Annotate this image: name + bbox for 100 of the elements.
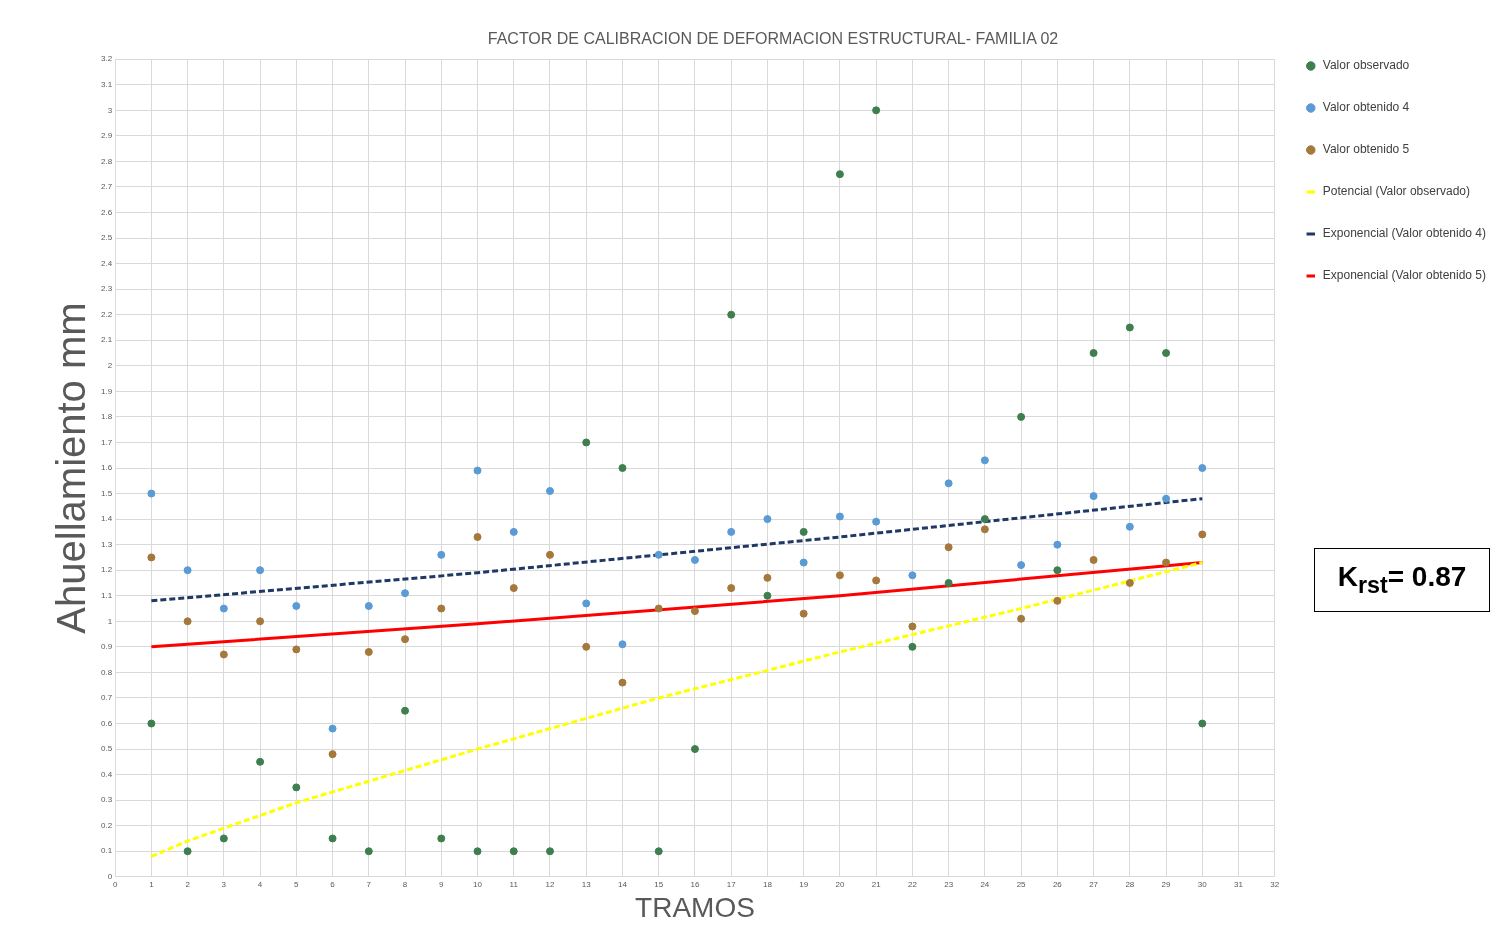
y-tick-label: 2.1 — [101, 335, 113, 345]
point — [1198, 530, 1207, 539]
y-tick-label: 0 — [107, 872, 113, 881]
y-tick-label: 2.3 — [101, 284, 113, 294]
x-tick-label: 7 — [366, 879, 372, 889]
point — [147, 719, 156, 728]
y-tick-label: 0.3 — [101, 795, 113, 805]
y-tick-label: 2.4 — [101, 258, 113, 268]
point — [364, 647, 373, 656]
point — [944, 578, 953, 587]
point — [654, 604, 663, 613]
x-tick-label: 5 — [294, 879, 300, 889]
point — [328, 834, 337, 843]
point — [1162, 349, 1171, 358]
x-tick-label: 24 — [980, 879, 990, 889]
x-tick-label: 27 — [1089, 879, 1099, 889]
point — [1162, 558, 1171, 567]
point — [835, 571, 844, 580]
y-tick-label: 0.8 — [101, 667, 113, 677]
y-tick-label: 3 — [107, 105, 113, 115]
x-tick-label: 31 — [1234, 879, 1244, 889]
x-tick-label: 3 — [221, 879, 227, 889]
point — [473, 532, 482, 541]
point — [1053, 540, 1062, 549]
point — [256, 757, 265, 766]
x-tick-label: 26 — [1052, 879, 1063, 889]
point — [835, 512, 844, 521]
x-tick-label: 13 — [581, 879, 592, 889]
x-tick-label: 10 — [473, 879, 483, 889]
x-tick-label: 11 — [509, 879, 519, 889]
point — [437, 550, 446, 559]
y-tick-label: 0.9 — [101, 642, 113, 652]
y-tick-label: 0.1 — [101, 846, 113, 856]
x-tick-label: 16 — [690, 879, 700, 889]
point — [437, 834, 446, 843]
x-tick-label: 1 — [149, 879, 155, 889]
legend-label: Exponencial (Valor obtenido 4) — [1322, 226, 1487, 241]
x-tick-label: 20 — [835, 879, 845, 889]
point — [183, 847, 192, 856]
point — [582, 642, 591, 651]
point — [727, 584, 736, 593]
y-axis-title: Ahuellamiento mm — [49, 302, 94, 634]
point — [256, 566, 265, 575]
point — [437, 604, 446, 613]
point — [292, 645, 301, 654]
point — [763, 573, 772, 582]
x-tick-label: 23 — [944, 879, 954, 889]
point — [980, 515, 989, 524]
point — [908, 622, 917, 631]
point — [799, 558, 808, 567]
point — [1125, 522, 1134, 531]
y-tick-label: 2.5 — [101, 233, 113, 243]
point — [763, 515, 772, 524]
y-tick-label: 2.7 — [101, 182, 113, 192]
y-tick-label: 2.8 — [101, 156, 113, 166]
point — [292, 601, 301, 610]
y-tick-label: 2.6 — [101, 207, 113, 217]
y-tick-label: 0.7 — [101, 693, 113, 703]
point — [582, 438, 591, 447]
point — [763, 591, 772, 600]
y-tick-label: 1.2 — [101, 565, 113, 575]
point — [1017, 412, 1026, 421]
x-axis-title: TRAMOS — [635, 891, 755, 923]
point — [690, 607, 699, 616]
point — [328, 750, 337, 759]
point — [401, 635, 410, 644]
x-tick-label: 22 — [907, 879, 918, 889]
x-tick-label: 8 — [402, 879, 408, 889]
y-tick-label: 0.5 — [101, 744, 113, 754]
legend-label: Valor obtenido 4 — [1322, 100, 1410, 115]
x-tick-label: 15 — [654, 879, 664, 889]
point — [292, 783, 301, 792]
point — [473, 466, 482, 475]
point — [654, 550, 663, 559]
x-tick-label: 21 — [871, 879, 882, 889]
x-tick-label: 19 — [799, 879, 809, 889]
point — [473, 847, 482, 856]
point — [944, 543, 953, 552]
point — [183, 617, 192, 626]
x-tick-label: 29 — [1161, 879, 1172, 889]
point — [219, 650, 228, 659]
point — [1089, 349, 1098, 358]
point — [1089, 555, 1098, 564]
point — [980, 525, 989, 534]
point — [618, 464, 627, 472]
point — [980, 456, 989, 465]
point — [727, 310, 736, 319]
x-tick-label: 4 — [257, 879, 263, 889]
point — [147, 553, 156, 562]
legend-label: Potencial (Valor observado) — [1322, 184, 1470, 199]
point — [690, 745, 699, 754]
y-tick-label: 1.6 — [101, 463, 113, 473]
text: K$_{rst}$= 0.87 — [1337, 561, 1467, 599]
point — [582, 599, 591, 608]
point — [1017, 614, 1026, 623]
point — [618, 640, 627, 649]
point — [509, 584, 518, 593]
point — [546, 550, 554, 559]
point — [835, 170, 844, 179]
y-tick-label: 1.7 — [101, 437, 113, 447]
